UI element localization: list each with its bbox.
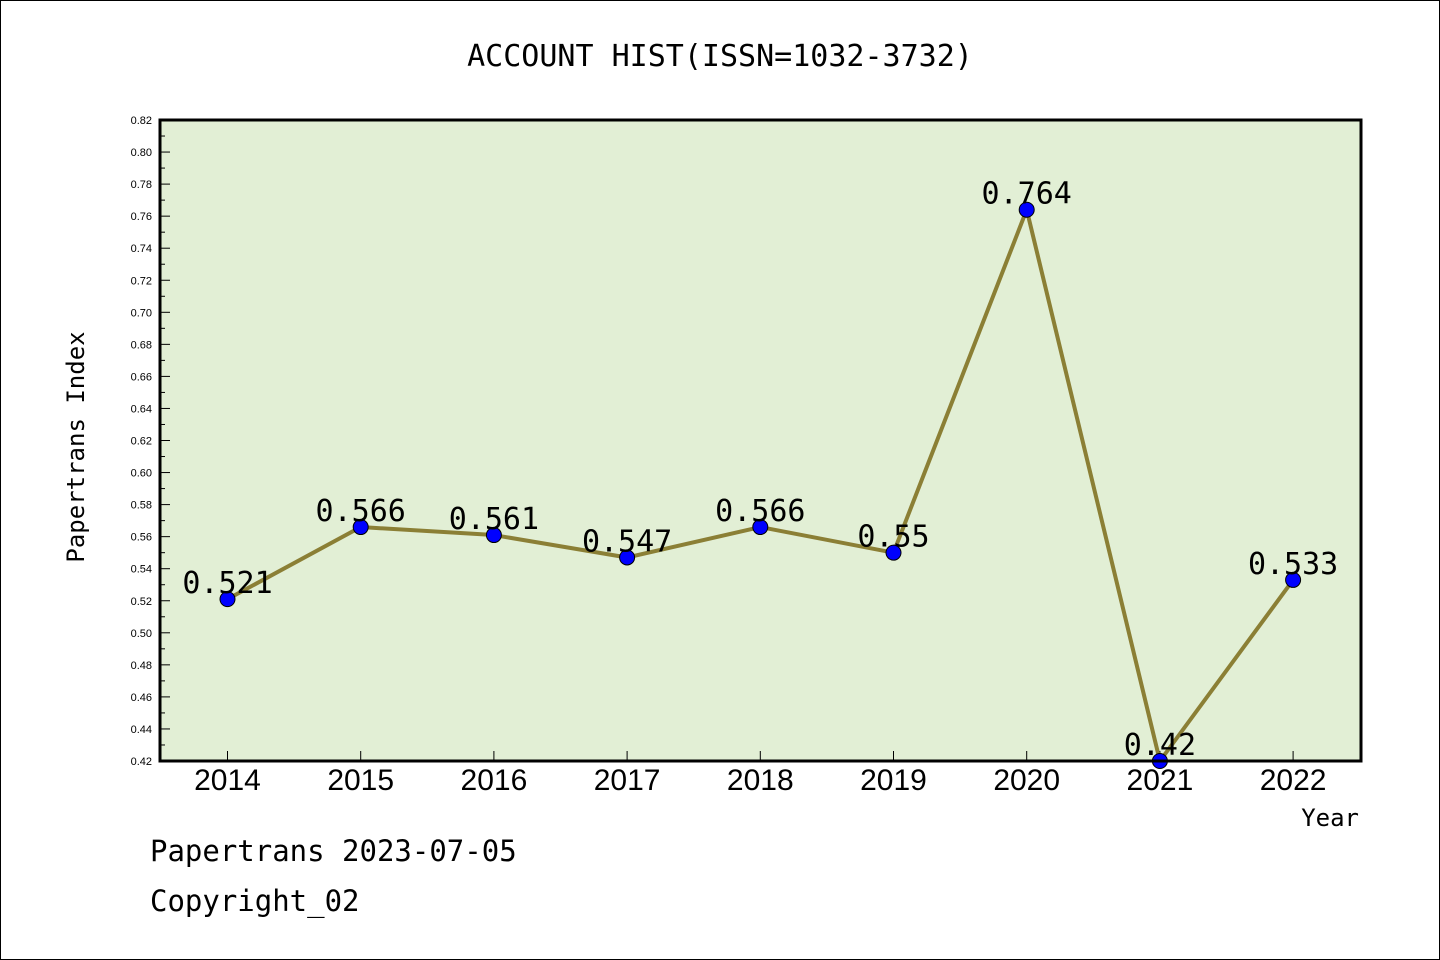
y-tick-label: 0.50 — [131, 628, 152, 640]
data-label: 0.42 — [1124, 728, 1196, 763]
y-tick-label: 0.68 — [131, 339, 152, 351]
footer-copyright: Copyright_02 — [150, 884, 360, 918]
y-tick-label: 0.72 — [131, 275, 152, 287]
y-tick-label: 0.42 — [131, 756, 152, 768]
x-tick-label: 2018 — [727, 764, 794, 797]
chart-title: ACCOUNT HIST(ISSN=1032-3732) — [467, 39, 973, 74]
y-tick-label: 0.44 — [131, 724, 152, 736]
data-labels: 0.521 0.566 0.561 0.547 0.566 0.55 0.764 0.42 0.… — [182, 177, 1338, 763]
footer-date: Papertrans 2023-07-05 — [150, 834, 517, 868]
y-tick-label: 0.48 — [131, 660, 152, 672]
x-tick-label: 2020 — [993, 764, 1060, 797]
y-tick-label: 0.82 — [131, 115, 152, 127]
data-point — [1018, 201, 1035, 218]
data-label: 0.533 — [1248, 547, 1338, 582]
y-tick-label: 0.78 — [131, 179, 152, 191]
x-tick-label: 2015 — [327, 764, 394, 797]
data-label: 0.561 — [449, 502, 539, 537]
y-tick-label: 0.74 — [131, 243, 152, 255]
y-tick-label: 0.76 — [131, 211, 152, 223]
y-tick-label: 0.62 — [131, 436, 152, 448]
y-tick-label: 0.56 — [131, 532, 152, 544]
x-tick-label: 2017 — [594, 764, 661, 797]
data-label: 0.764 — [982, 177, 1072, 212]
data-label: 0.547 — [582, 524, 672, 559]
y-axis: 0.42 0.44 0.46 0.48 0.50 0.52 0.54 0.56 0.58 0.60… — [131, 115, 170, 768]
plot-border — [158, 118, 1363, 763]
x-axis-label: Year — [1301, 804, 1359, 832]
x-axis: 2014 2015 2016 2017 2018 2019 2020 2021 2022 — [194, 751, 1326, 797]
plot-area — [160, 120, 1361, 761]
data-point — [619, 549, 636, 566]
y-tick-label: 0.52 — [131, 596, 152, 608]
data-label: 0.566 — [316, 494, 406, 529]
y-tick-label: 0.58 — [131, 500, 152, 512]
data-point — [352, 519, 369, 536]
data-label: 0.566 — [715, 494, 805, 529]
y-tick-label: 0.54 — [131, 564, 152, 576]
data-point — [885, 544, 902, 561]
x-tick-label: 2022 — [1260, 764, 1327, 797]
x-tick-label: 2021 — [1127, 764, 1194, 797]
y-tick-label: 0.80 — [131, 147, 152, 159]
y-tick-label: 0.46 — [131, 692, 152, 704]
data-point — [752, 519, 769, 536]
y-tick-label: 0.70 — [131, 307, 152, 319]
x-tick-label: 2016 — [461, 764, 528, 797]
y-axis-label: Papertrans Index — [62, 331, 90, 562]
data-label: 0.55 — [857, 520, 929, 555]
y-tick-label: 0.60 — [131, 468, 152, 480]
data-point — [219, 591, 236, 608]
y-tick-label: 0.64 — [131, 403, 152, 415]
x-tick-label: 2019 — [860, 764, 927, 797]
data-point — [485, 527, 502, 544]
data-label: 0.521 — [182, 566, 272, 601]
data-point — [1285, 571, 1302, 588]
x-tick-label: 2014 — [194, 764, 261, 797]
y-tick-label: 0.66 — [131, 371, 152, 383]
